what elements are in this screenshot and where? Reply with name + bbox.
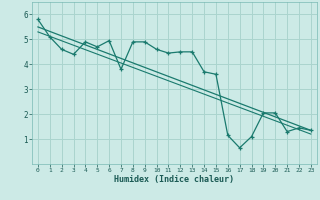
X-axis label: Humidex (Indice chaleur): Humidex (Indice chaleur) bbox=[115, 175, 234, 184]
